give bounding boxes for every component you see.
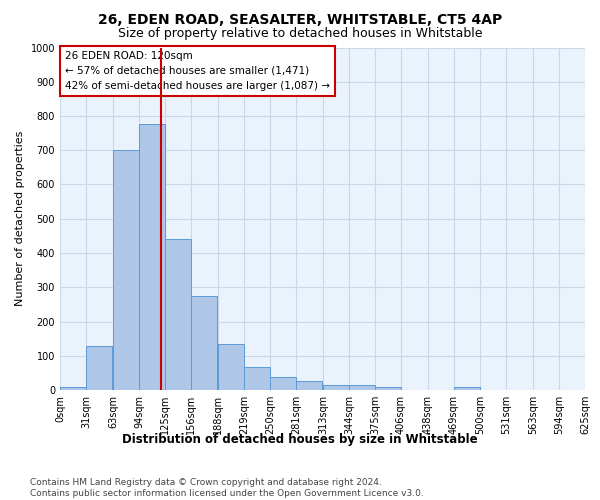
Text: 26, EDEN ROAD, SEASALTER, WHITSTABLE, CT5 4AP: 26, EDEN ROAD, SEASALTER, WHITSTABLE, CT… [98, 12, 502, 26]
Y-axis label: Number of detached properties: Number of detached properties [15, 131, 25, 306]
Text: Size of property relative to detached houses in Whitstable: Size of property relative to detached ho… [118, 28, 482, 40]
Bar [244, 366, 270, 390]
Bar [165, 240, 191, 390]
Bar [86, 346, 112, 390]
Text: Distribution of detached houses by size in Whitstable: Distribution of detached houses by size … [122, 432, 478, 446]
Bar [191, 296, 217, 390]
Bar [270, 378, 296, 390]
Bar [60, 388, 86, 390]
Bar [113, 150, 139, 390]
Bar [323, 385, 349, 390]
Bar [375, 388, 401, 390]
Text: Contains HM Land Registry data © Crown copyright and database right 2024.
Contai: Contains HM Land Registry data © Crown c… [30, 478, 424, 498]
Bar [218, 344, 244, 390]
Bar [139, 124, 165, 390]
Bar [349, 385, 375, 390]
Bar [296, 382, 322, 390]
Text: 26 EDEN ROAD: 120sqm
← 57% of detached houses are smaller (1,471)
42% of semi-de: 26 EDEN ROAD: 120sqm ← 57% of detached h… [65, 51, 330, 90]
Bar [454, 388, 480, 390]
